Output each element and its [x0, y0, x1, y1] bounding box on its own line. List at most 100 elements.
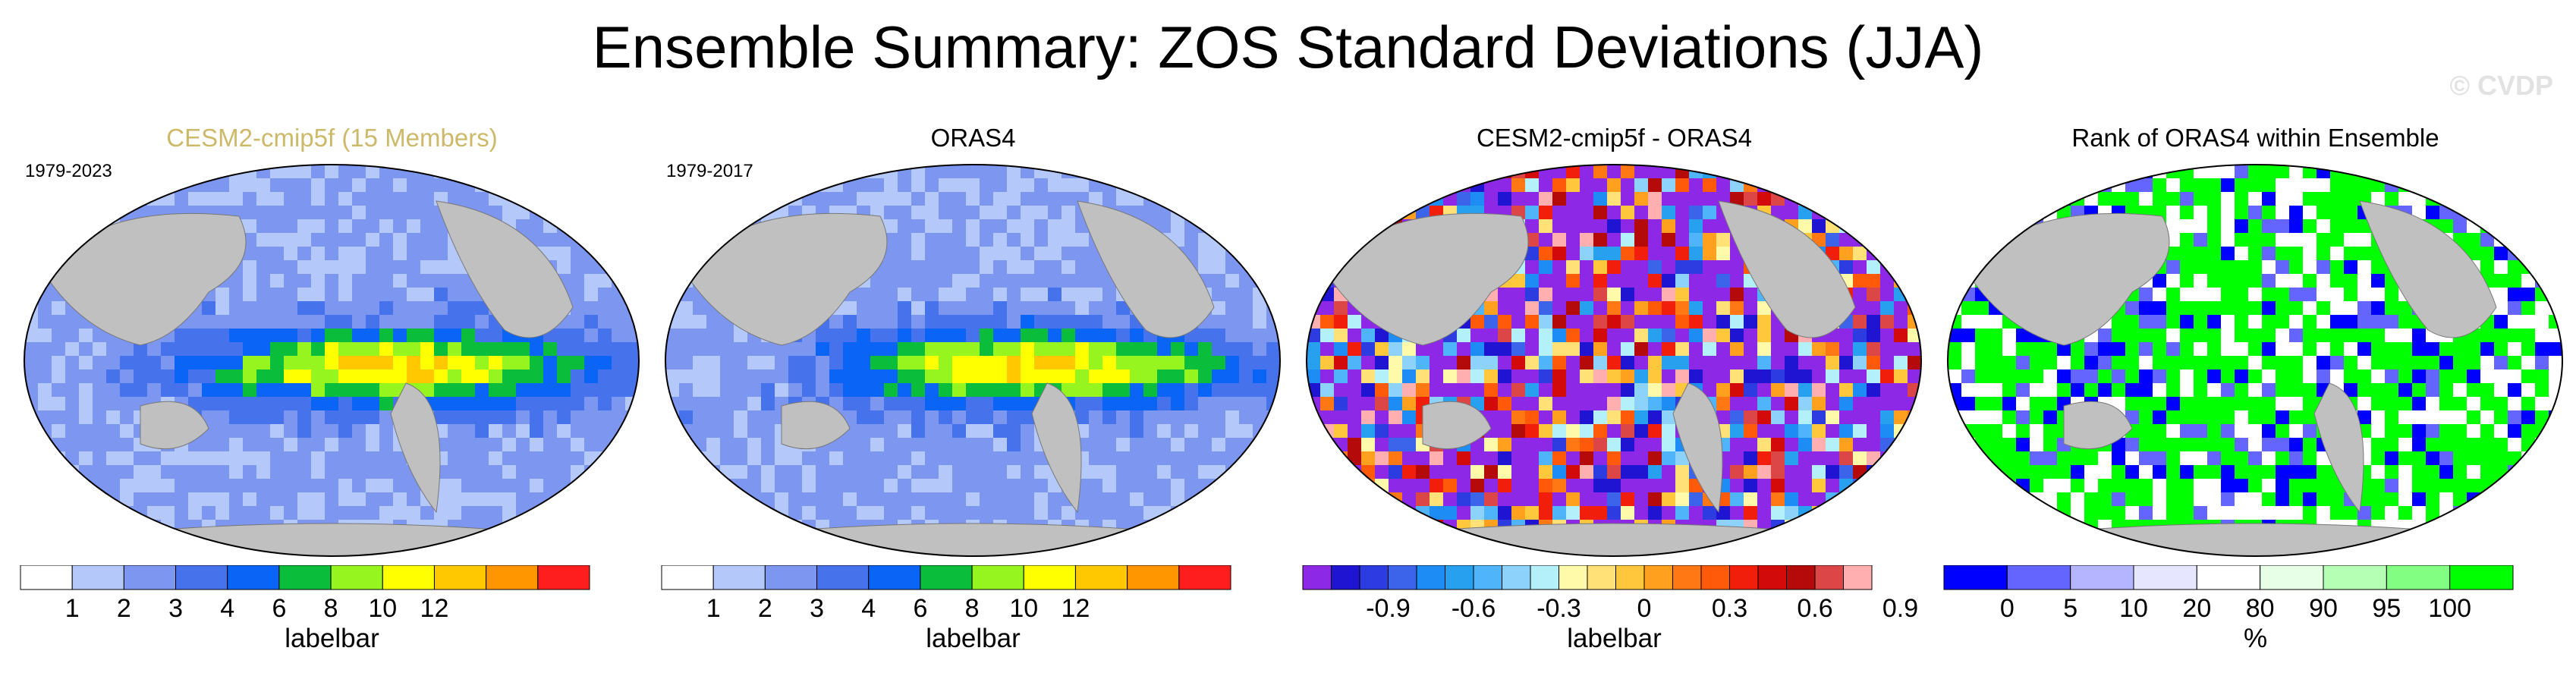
colorbar-swatch	[2196, 565, 2261, 590]
colorbar-tick-label: 1	[65, 594, 80, 623]
colorbar-swatch	[2070, 565, 2134, 590]
colorbar-swatch	[278, 565, 332, 590]
colorbar-swatch	[2386, 565, 2451, 590]
colorbar: 1 2 3 4 6 8 10 12	[20, 565, 590, 623]
colorbar-swatch	[1943, 565, 2008, 590]
map-plot	[1947, 164, 2563, 557]
colorbar-swatch	[2133, 565, 2197, 590]
colorbar-tick-label: 4	[861, 594, 876, 623]
map-plot	[1306, 164, 1922, 557]
colorbar-tick-label: 0	[1637, 594, 1652, 623]
colorbar-swatch	[1127, 565, 1180, 590]
colorbar-tick-label: 3	[168, 594, 183, 623]
colorbar-swatch	[1302, 565, 1332, 590]
colorbar-swatch	[1643, 565, 1673, 590]
colorbar-swatch	[20, 565, 73, 590]
period-label: 1979-2023	[25, 161, 112, 181]
colorbar: 0 5 10 20 80 90 95 100	[1943, 565, 2514, 623]
colorbar-swatch	[1615, 565, 1645, 590]
colorbar-swatch	[1843, 565, 1873, 590]
colorbar-swatch	[175, 565, 228, 590]
colorbar-swatch	[486, 565, 539, 590]
colorbar-swatch	[330, 565, 383, 590]
panel-title: ORAS4	[930, 124, 1016, 152]
colorbar: 1 2 3 4 6 8 10 12	[661, 565, 1231, 623]
colorbar-tick-label: 10	[2119, 594, 2148, 623]
colorbar-swatch	[1388, 565, 1417, 590]
colorbar: -0.9 -0.6 -0.3 0 0.3 0.6 0.9	[1302, 565, 1918, 623]
colorbar-tick-label: 8	[965, 594, 980, 623]
colorbar-tick-label: 20	[2182, 594, 2211, 623]
panel-title: CESM2-cmip5f - ORAS4	[1476, 124, 1753, 152]
colorbar-tick-label: 80	[2246, 594, 2275, 623]
colorbar-tick-label: -0.6	[1452, 594, 1496, 623]
panel-title: CESM2-cmip5f (15 Members)	[166, 124, 498, 152]
colorbar-swatch	[971, 565, 1024, 590]
colorbar-swatch	[123, 565, 177, 590]
colorbar-swatch	[764, 565, 818, 590]
credit-watermark: © CVDP	[2449, 70, 2553, 101]
panel-observations: ORAS4 1979-2017 1 2 3 4 6 8 10 12 labelbar	[653, 114, 1294, 675]
colorbar-tick-label: 0.6	[1797, 594, 1832, 623]
colorbar-tick-label: 0.9	[1882, 594, 1918, 623]
colorbar-tick-label: 5	[2063, 594, 2077, 623]
colorbar-tick-label: 0	[2000, 594, 2015, 623]
colorbar-swatch	[1023, 565, 1076, 590]
colorbar-swatch	[2323, 565, 2387, 590]
period-label: 1979-2017	[666, 161, 753, 181]
map-plot	[665, 164, 1281, 557]
colorbar-title: labelbar	[926, 624, 1021, 653]
colorbar-tick-label: 2	[117, 594, 131, 623]
map-plot	[24, 164, 640, 557]
colorbar-swatch	[1331, 565, 1360, 590]
colorbar-swatch	[1786, 565, 1816, 590]
colorbar-swatch	[1672, 565, 1702, 590]
colorbar-swatch	[920, 565, 973, 590]
colorbar-tick-label: -0.9	[1366, 594, 1411, 623]
colorbar-tick-label: 4	[220, 594, 234, 623]
colorbar-swatch	[2260, 565, 2324, 590]
colorbar-tick-label: 10	[1009, 594, 1038, 623]
colorbar-tick-label: 10	[368, 594, 397, 623]
panel-rank: Rank of ORAS4 within Ensemble 0 5 10 20 80 90…	[1935, 114, 2576, 675]
map-border	[24, 164, 640, 557]
colorbar-tick-label: 3	[810, 594, 824, 623]
figure-title: Ensemble Summary: ZOS Standard Deviation…	[592, 14, 1984, 80]
colorbar-swatch	[1178, 565, 1231, 590]
colorbar-tick-label: 0.3	[1712, 594, 1747, 623]
colorbar-swatch	[433, 565, 487, 590]
colorbar-swatch	[2449, 565, 2514, 590]
colorbar-swatch	[1587, 565, 1616, 590]
colorbar-swatch	[227, 565, 280, 590]
colorbar-title: labelbar	[285, 624, 379, 653]
map-border	[1947, 164, 2563, 557]
map-border	[665, 164, 1281, 557]
colorbar-swatch	[661, 565, 714, 590]
colorbar-swatch	[1416, 565, 1445, 590]
colorbar-swatch	[1757, 565, 1787, 590]
colorbar-swatch	[382, 565, 435, 590]
colorbar-tick-label: 95	[2372, 594, 2401, 623]
colorbar-swatch	[71, 565, 124, 590]
colorbar-tick-label: 8	[324, 594, 338, 623]
colorbar-swatch	[537, 565, 590, 590]
colorbar-tick-label: 6	[272, 594, 286, 623]
colorbar-tick-label: 1	[706, 594, 721, 623]
colorbar-title: %	[2243, 624, 2268, 653]
colorbar-tick-label: 12	[1062, 594, 1090, 623]
colorbar-tick-label: 90	[2309, 594, 2338, 623]
colorbar-swatch	[1359, 565, 1389, 590]
colorbar-swatch	[1729, 565, 1759, 590]
colorbar-swatch	[1445, 565, 1474, 590]
colorbar-swatch	[1700, 565, 1730, 590]
colorbar-tick-label: 2	[758, 594, 772, 623]
colorbar-swatch	[712, 565, 766, 590]
colorbar-swatch	[1502, 565, 1531, 590]
colorbar-swatch	[2006, 565, 2071, 590]
colorbar-tick-label: 6	[913, 594, 927, 623]
colorbar-title: labelbar	[1567, 624, 1662, 653]
colorbar-swatch	[1814, 565, 1844, 590]
colorbar-tick-label: 12	[420, 594, 449, 623]
colorbar-swatch	[816, 565, 870, 590]
